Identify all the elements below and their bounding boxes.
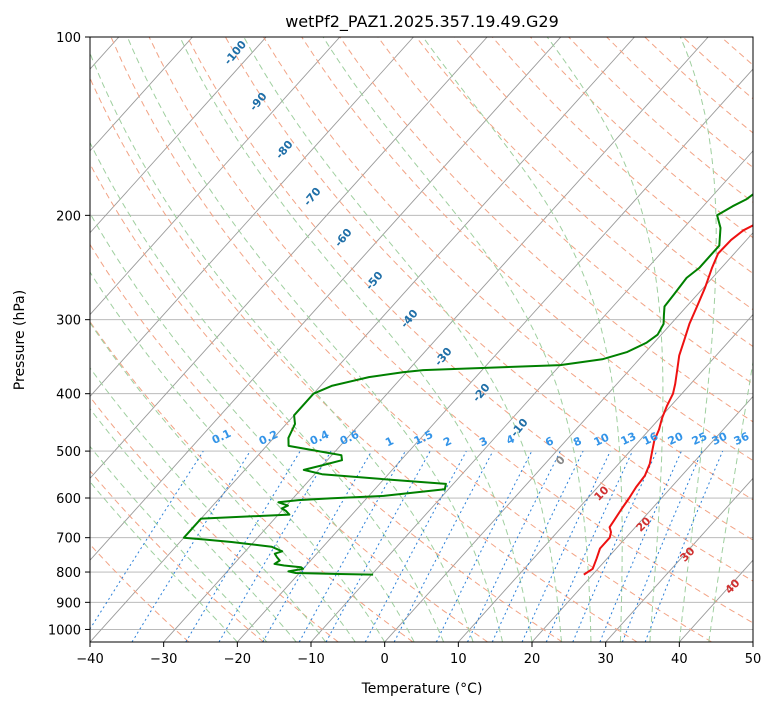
x-tick-label: 40 [671,652,688,667]
x-tick-label: 0 [381,652,389,667]
y-tick-label: 400 [56,388,81,403]
y-tick-label: 300 [56,314,81,329]
y-axis-label: Pressure (hPa) [12,290,28,390]
x-tick-label: 30 [597,652,614,667]
y-tick-label: 700 [56,532,81,547]
x-tick-label: 50 [745,652,762,667]
y-tick-label: 800 [56,566,81,581]
x-tick-label: −40 [76,652,103,667]
x-tick-label: −10 [297,652,324,667]
y-tick-label: 100 [56,31,81,46]
x-tick-label: 10 [450,652,467,667]
y-tick-label: 200 [56,209,81,224]
y-tick-label: 500 [56,445,81,460]
x-axis-label: Temperature (°C) [361,681,483,697]
chart-title: wetPf2_PAZ1.2025.357.19.49.G29 [285,12,559,32]
x-tick-label: 20 [524,652,541,667]
y-tick-label: 1000 [48,623,81,638]
x-tick-label: −20 [224,652,251,667]
y-tick-label: 600 [56,492,81,507]
x-tick-label: −30 [150,652,177,667]
y-tick-label: 900 [56,596,81,611]
